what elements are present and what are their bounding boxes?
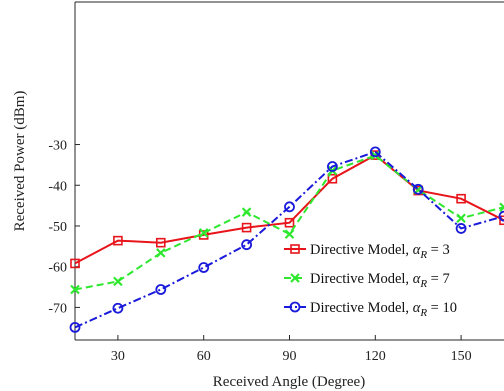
series-2-point-stroke-b <box>241 207 252 217</box>
series-3-point <box>155 284 167 295</box>
series-1-point <box>70 258 80 269</box>
series-3-point <box>326 161 338 172</box>
series-1-line <box>74 153 504 265</box>
series-2 <box>70 150 504 295</box>
series-2-point <box>456 213 466 224</box>
series-3-point <box>198 262 210 273</box>
series-2-point-stroke-a <box>499 202 504 209</box>
series-3-point <box>498 210 504 222</box>
y-tick-label: -50 <box>48 220 67 235</box>
series-3-point <box>284 201 295 213</box>
legend-item-3: Directive Model, αR = 10 <box>284 300 457 319</box>
legend-label: Directive Model, αR = 3 <box>310 242 450 261</box>
x-tick-label: 90 <box>283 349 297 364</box>
x-axis-ticks: 30 60 90 120 150 <box>111 335 472 364</box>
x-tick-label: 120 <box>365 349 386 364</box>
series-2-point-stroke-b <box>499 205 504 213</box>
series-3-point <box>455 223 467 234</box>
x-tick-label: 30 <box>111 349 125 364</box>
legend-item-2: Directive Model, αR = 7 <box>284 271 450 290</box>
legend-marker-stroke-b <box>290 273 300 283</box>
legend-item-1: Directive Model, αR = 3 <box>284 242 450 261</box>
series-2-point-stroke-b <box>198 228 209 238</box>
series-1-point <box>113 235 123 246</box>
legend-marker <box>289 301 301 313</box>
series-2-point <box>499 202 504 213</box>
series-1-point <box>241 222 252 233</box>
series-3-point <box>241 239 253 251</box>
series-2-point-stroke-b <box>284 229 295 239</box>
series-2-point <box>156 248 166 258</box>
series-3-point <box>112 302 124 314</box>
series-1-point <box>327 173 338 184</box>
y-tick-label: -60 <box>48 261 67 276</box>
series-1-point <box>456 193 466 204</box>
series-2-point-stroke-b <box>113 276 123 287</box>
series-2-line <box>74 154 504 291</box>
series-3-line <box>74 150 504 329</box>
series-1-point <box>284 217 295 228</box>
series-1-point <box>499 215 504 226</box>
y-tick-label: -30 <box>48 139 67 154</box>
plot-frame <box>74 1 504 341</box>
series-3 <box>69 146 504 333</box>
series-layer <box>69 146 504 333</box>
y-tick-label: -40 <box>48 179 67 194</box>
series-2-point-stroke-b <box>156 248 166 258</box>
legend-marker <box>290 244 300 254</box>
series-3-point <box>369 146 381 158</box>
series-2-point-stroke-b <box>70 284 80 295</box>
y-tick-label: -70 <box>48 301 67 316</box>
x-axis-label: Received Angle (Degree) <box>213 374 365 390</box>
legend: Directive Model, αR = 3 Directive Model, … <box>284 242 457 319</box>
series-1 <box>70 150 504 269</box>
series-2-point-stroke-b <box>456 213 466 224</box>
series-1-point <box>156 237 166 248</box>
legend-label: Directive Model, αR = 10 <box>310 300 457 319</box>
legend-marker <box>290 273 300 283</box>
series-3-point <box>412 183 424 195</box>
x-tick-label: 150 <box>451 349 472 364</box>
y-axis-label: Received Power (dBm) <box>12 91 28 232</box>
y-axis-ticks: -70 -60 -50 -40 -30 <box>48 139 80 316</box>
series-2-point <box>113 276 123 287</box>
legend-label: Directive Model, αR = 7 <box>310 271 450 290</box>
series-2-point <box>241 207 252 217</box>
series-3-point <box>69 321 81 333</box>
series-2-point <box>70 284 80 295</box>
series-2-point <box>284 229 295 239</box>
x-tick-label: 60 <box>197 349 211 364</box>
series-2-point <box>198 228 209 238</box>
